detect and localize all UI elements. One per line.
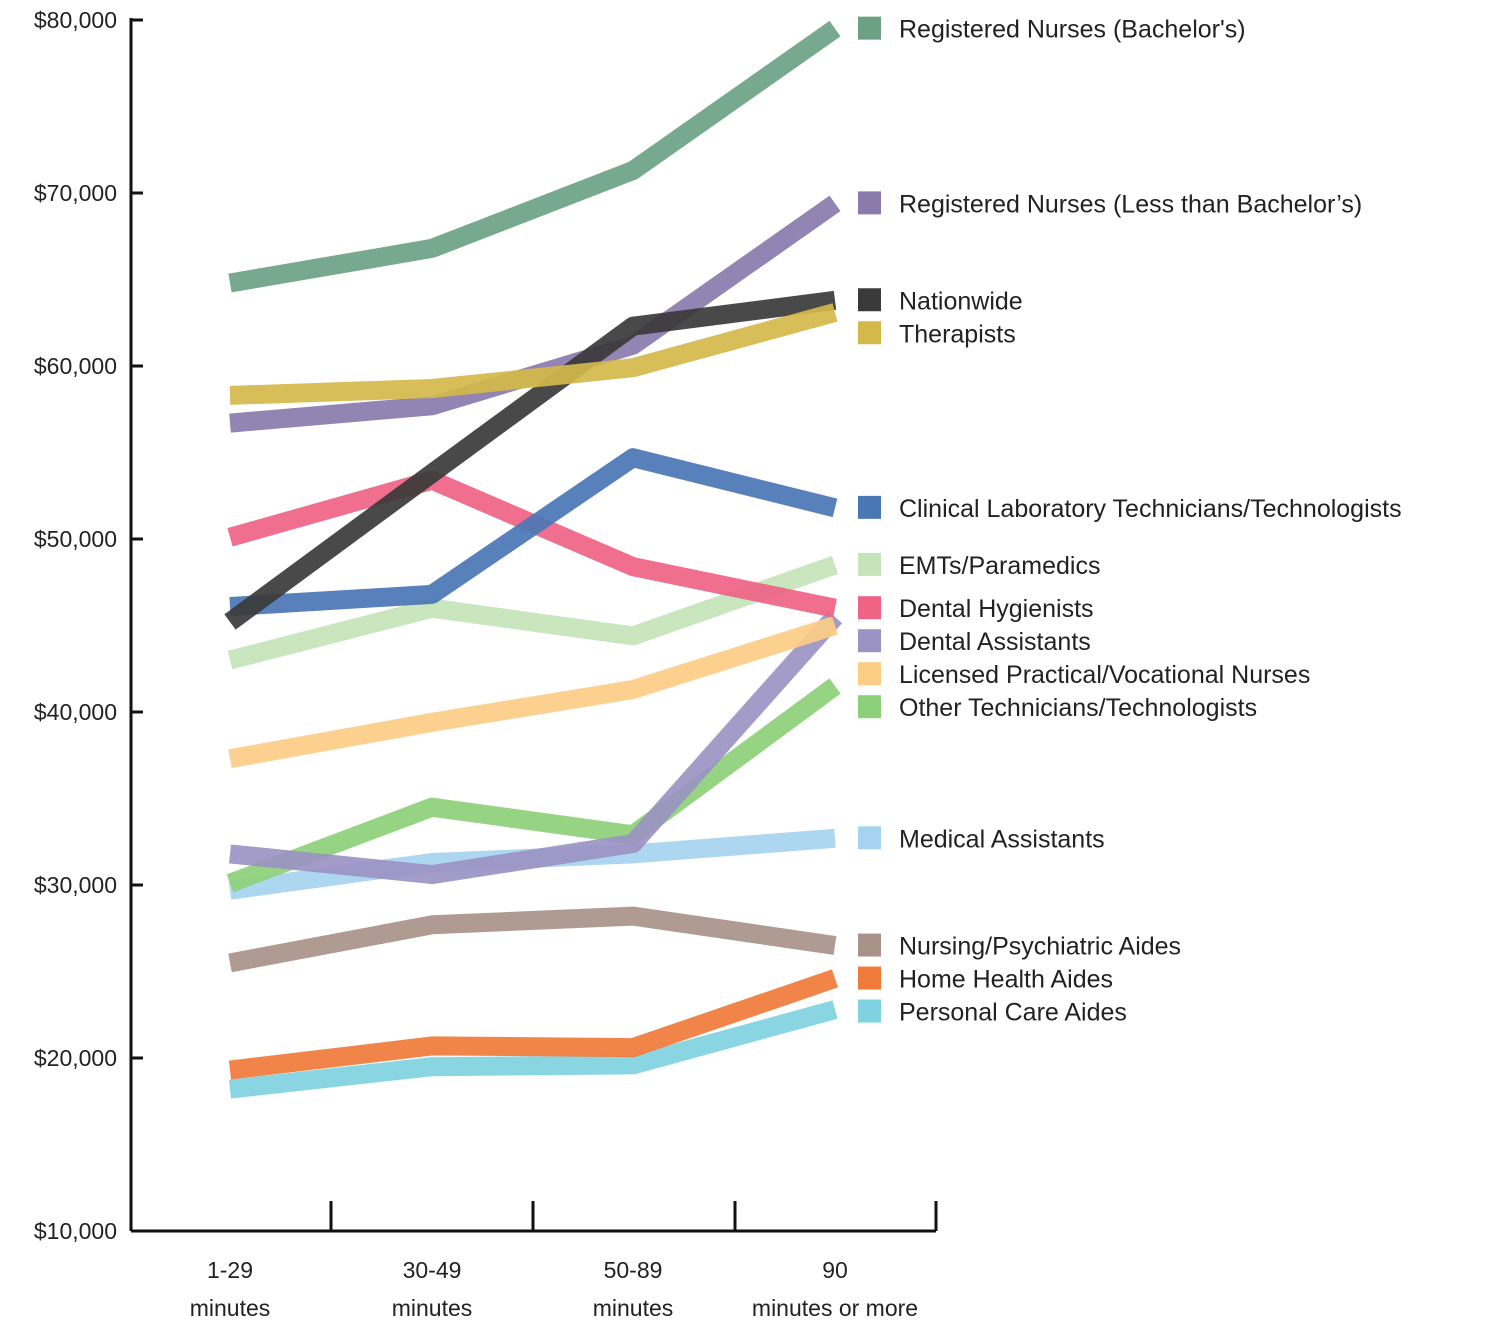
legend-swatch <box>858 966 881 990</box>
legend-swatch <box>858 629 881 653</box>
legend-swatch <box>858 662 881 686</box>
legend-swatch <box>858 191 881 215</box>
legend-swatch <box>858 288 881 312</box>
x-tick-label-sub: minutes <box>190 1295 271 1321</box>
legend-label-medical-assistants: Medical Assistants <box>899 825 1105 853</box>
series-line-clinical-laboratory-technicians-technologists <box>229 448 838 616</box>
series-line-nursing-psychiatric-aides <box>228 906 837 973</box>
y-tick-label: $40,000 <box>34 699 117 725</box>
legend-swatch <box>858 495 881 519</box>
legend-swatch <box>858 695 881 719</box>
legend-label-clinical-laboratory-technicians-technologists: Clinical Laboratory Technicians/Technolo… <box>899 495 1402 523</box>
series-lines <box>224 20 843 1099</box>
y-tick-label: $70,000 <box>34 180 117 206</box>
legend-label-therapists: Therapists <box>899 320 1016 348</box>
y-tick-label: $30,000 <box>34 872 117 898</box>
series-line-nationwide <box>224 290 837 630</box>
series-line-other-technicians-technologists <box>226 678 841 893</box>
x-tick-label-sub: minutes or more <box>752 1295 918 1321</box>
legend-label-nursing-psychiatric-aides: Nursing/Psychiatric Aides <box>899 933 1181 961</box>
series-line-personal-care-aides <box>228 1000 838 1099</box>
y-tick-label: $20,000 <box>34 1045 117 1071</box>
series-line-licensed-practical-vocational-nurses <box>228 616 838 769</box>
legend-label-emts-paramedics: EMTs/Paramedics <box>899 552 1100 580</box>
x-tick-label: 50-89 <box>604 1257 663 1283</box>
x-tick-label: 90 <box>822 1257 848 1283</box>
legend-label-home-health-aides: Home Health Aides <box>899 966 1113 994</box>
y-tick-label: $80,000 <box>34 7 117 33</box>
series-line-dental-assistants <box>229 610 843 885</box>
legend-swatch <box>858 16 881 40</box>
x-tick-label-sub: minutes <box>392 1295 473 1321</box>
x-tick-label-sub: minutes <box>593 1295 674 1321</box>
y-tick-label: $60,000 <box>34 353 117 379</box>
legend-label-other-technicians-technologists: Other Technicians/Technologists <box>899 694 1257 722</box>
legend-label-dental-hygienists: Dental Hygienists <box>899 595 1094 623</box>
legend-label-dental-assistants: Dental Assistants <box>899 628 1091 656</box>
legend-label-personal-care-aides: Personal Care Aides <box>899 999 1127 1027</box>
legend-label-nationwide: Nationwide <box>899 287 1023 315</box>
chart-axes: $10,000 $20,000 $30,000 $40,000 $50,000 $60,0… <box>34 7 938 1321</box>
legend-swatch <box>858 826 881 850</box>
series-line-home-health-aides <box>228 969 839 1080</box>
legend-label-registered-nurses-bachelor-s: Registered Nurses (Bachelor's) <box>899 16 1246 44</box>
legend-swatch <box>858 933 881 957</box>
legend-swatch <box>858 321 881 345</box>
series-line-therapists <box>229 303 838 405</box>
x-tick-label: 30-49 <box>403 1257 462 1283</box>
legend-swatch <box>858 999 881 1023</box>
x-tick-label: 1-29 <box>207 1257 253 1283</box>
legend-label-registered-nurses-less-than-bachelor-s: Registered Nurses (Less than Bachelor’s) <box>899 190 1362 218</box>
legend-swatch <box>858 596 881 620</box>
legend-swatch <box>858 552 881 576</box>
series-line-registered-nurses-bachelor-s <box>228 20 841 293</box>
chart-legend: Registered Nurses (Bachelor's) Registered… <box>858 16 1402 1027</box>
y-tick-label: $50,000 <box>34 526 117 552</box>
legend-label-licensed-practical-vocational-nurses: Licensed Practical/Vocational Nurses <box>899 661 1310 689</box>
y-tick-label: $10,000 <box>34 1218 117 1244</box>
series-line-emts-paramedics <box>227 555 839 670</box>
